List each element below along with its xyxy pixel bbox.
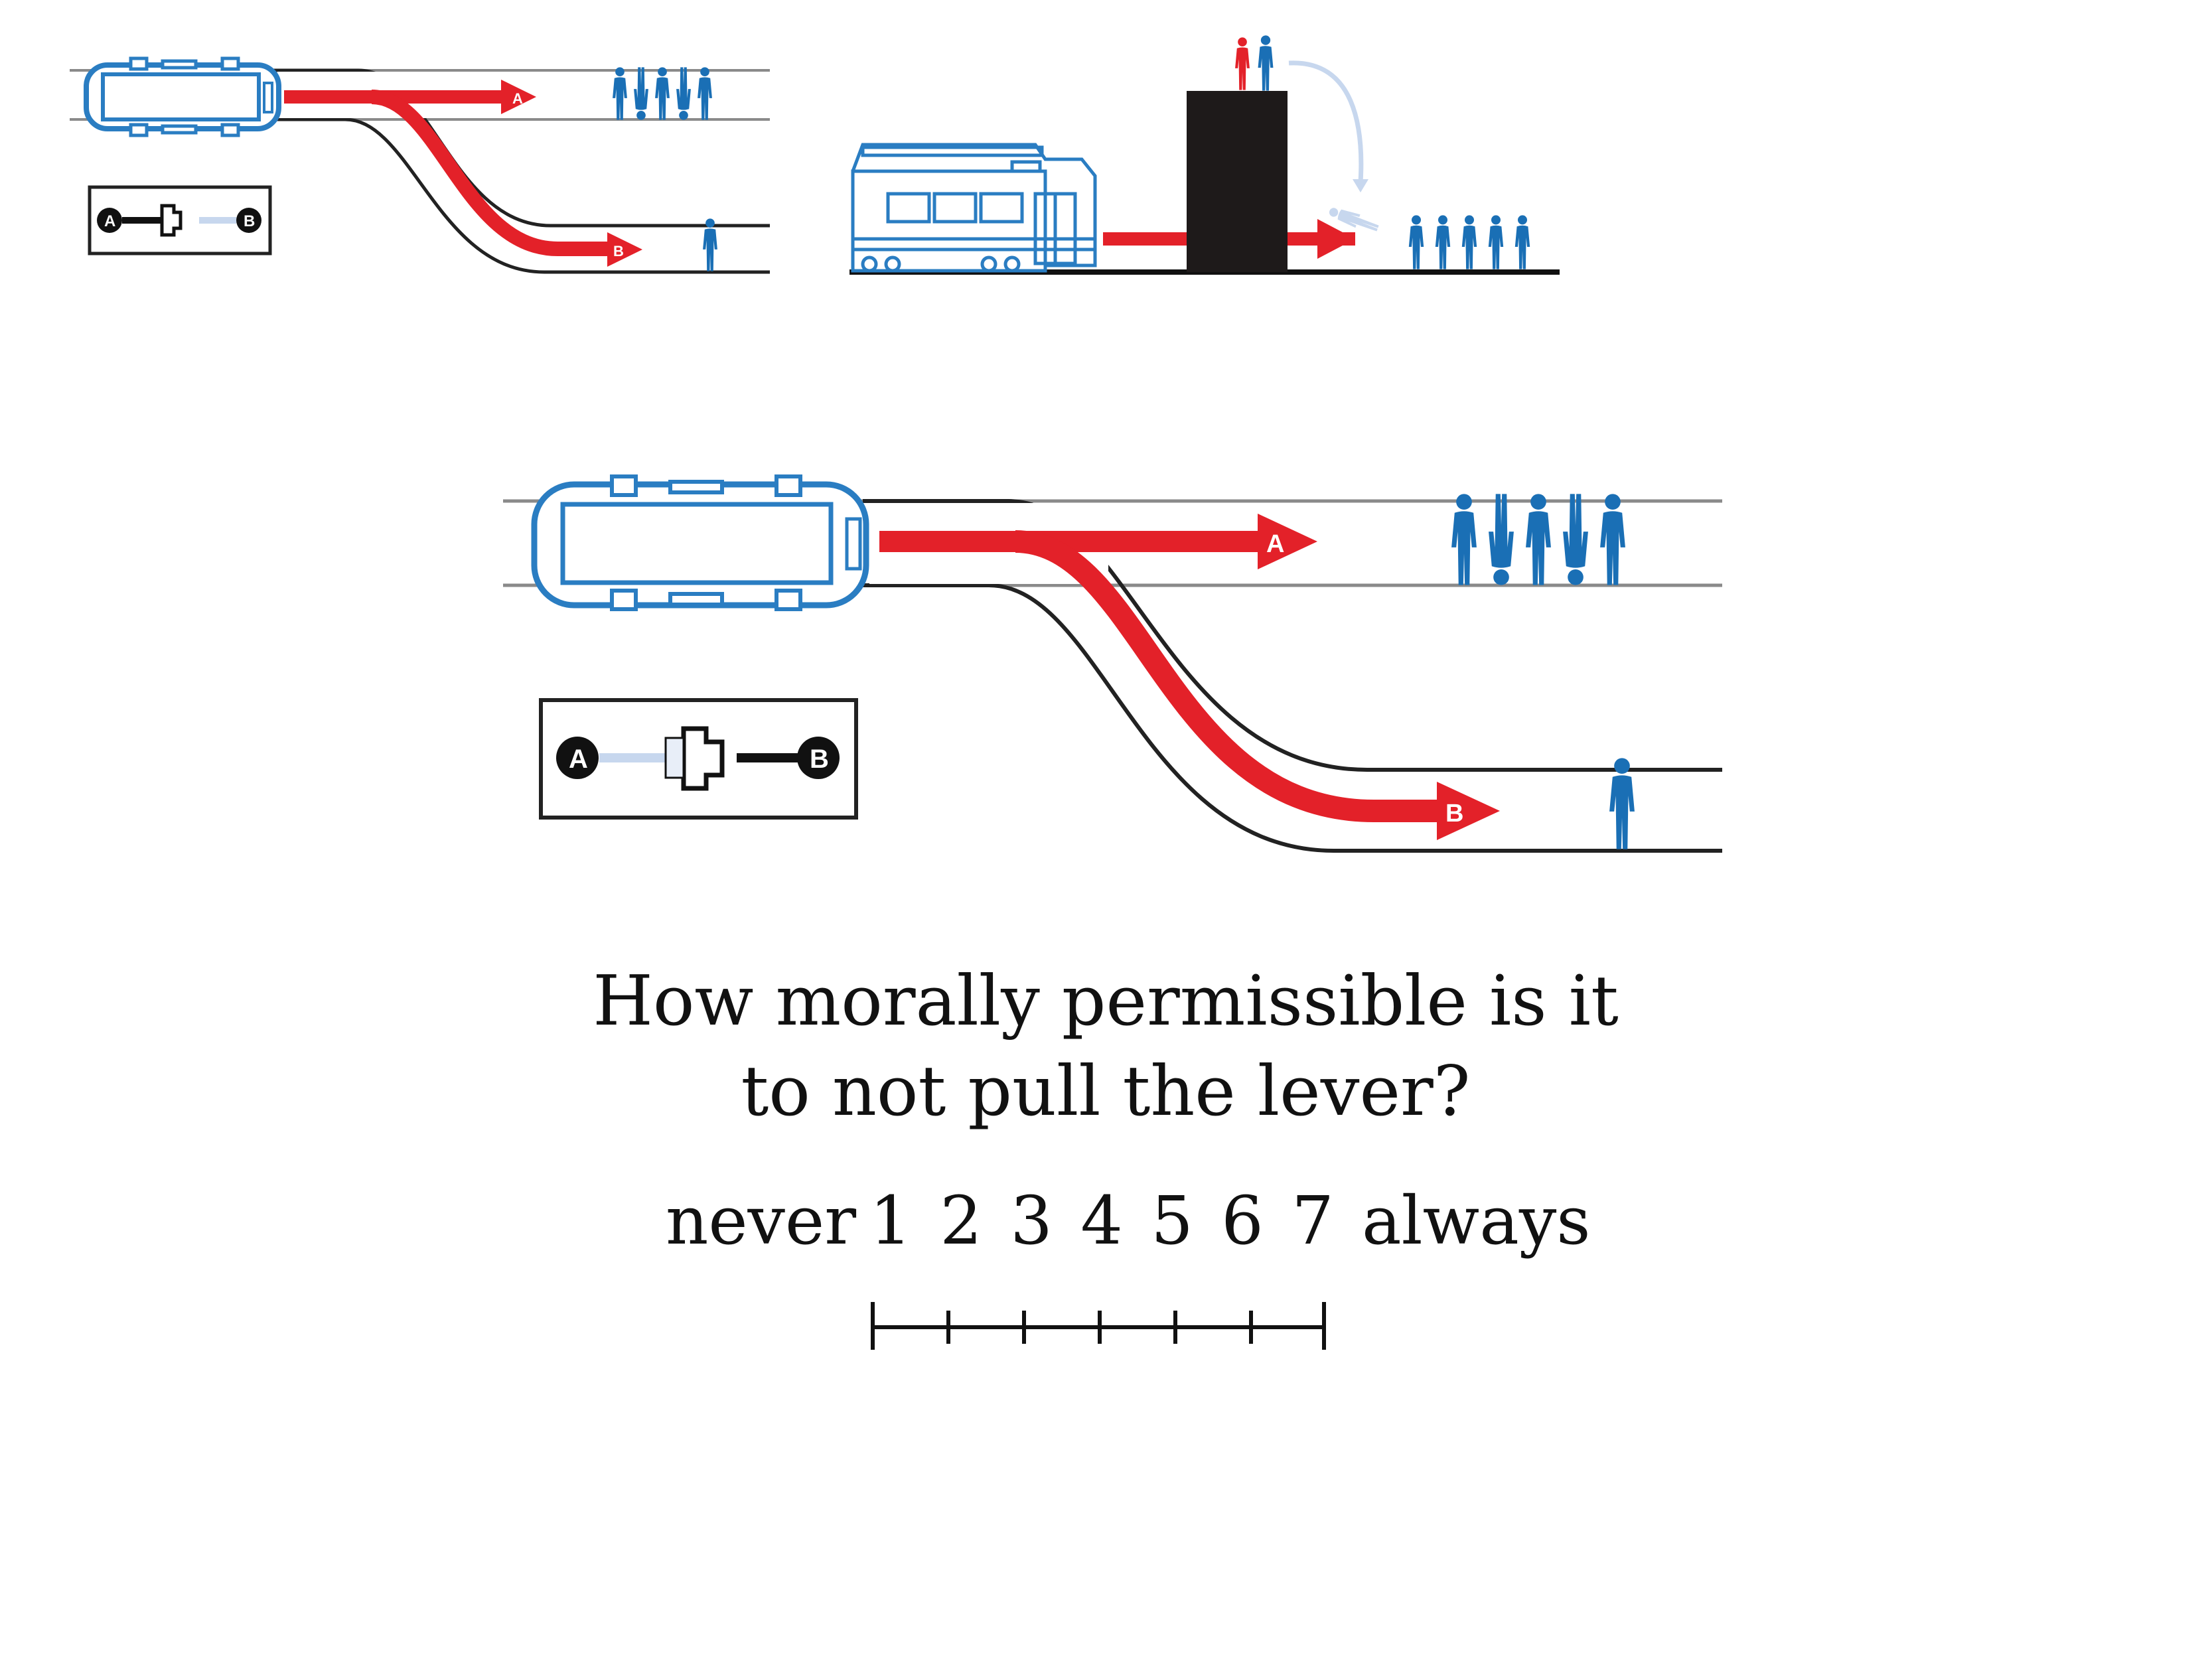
lever-icon[interactable]: A B (539, 698, 858, 820)
track-a-letter: A (1266, 530, 1284, 558)
person-icon (698, 67, 712, 120)
five-people-group (613, 67, 712, 120)
rail-b-bottom (863, 583, 1722, 853)
trolley-icon[interactable] (531, 474, 869, 611)
track-b-letter: B (613, 243, 624, 259)
scale-right-label: always (1362, 1182, 1591, 1260)
arrow-path-b: B (1015, 530, 1500, 840)
arrow-path-b: B (371, 90, 642, 267)
lever-icon[interactable]: A B (88, 185, 272, 255)
scale-point-7[interactable]: 7 (1291, 1182, 1334, 1260)
person-icon (1489, 494, 1514, 585)
question-line-1: How morally permissible is it (593, 960, 1619, 1041)
five-people-group (1451, 494, 1625, 585)
person-icon (1461, 215, 1477, 269)
track-a-letter: A (512, 90, 523, 107)
trolley-icon (84, 56, 281, 137)
scale-point-1[interactable]: 1 (869, 1182, 912, 1260)
scale-point-6[interactable]: 6 (1221, 1182, 1264, 1260)
question-text: How morally permissible is it to not pul… (442, 956, 1769, 1136)
person-icon (655, 67, 670, 120)
person-icon (613, 67, 627, 120)
bystander-icon (1235, 37, 1250, 90)
person-icon (1435, 215, 1451, 269)
rating-scale-bar (871, 1302, 1326, 1350)
scale-point-2[interactable]: 2 (940, 1182, 982, 1260)
lever-a-letter: A (104, 212, 115, 230)
track-b-letter: B (1445, 800, 1463, 828)
person-icon (1408, 215, 1424, 269)
five-people-group (1408, 215, 1530, 269)
person-icon (1488, 215, 1504, 269)
question-line-2: to not pull the lever? (741, 1050, 1471, 1131)
person-icon (634, 67, 648, 120)
person-icon (1600, 494, 1625, 585)
lever-b-letter: B (244, 212, 255, 230)
scale-point-4[interactable]: 4 (1080, 1182, 1123, 1260)
person-icon (1514, 215, 1530, 269)
person-icon (1526, 494, 1551, 585)
main-switch-panel: A B A B (503, 474, 1722, 853)
scale-point-5[interactable]: 5 (1151, 1182, 1193, 1260)
push-arrow (1288, 60, 1364, 183)
footbridge-icon (1187, 91, 1288, 272)
footbridge-panel (849, 35, 1560, 275)
small-switch-panel: A B A B (70, 56, 770, 274)
lever-a-letter: A (569, 745, 588, 774)
scale-left-label: never (665, 1182, 856, 1260)
person-icon (1451, 494, 1477, 585)
large-man-icon (1258, 35, 1274, 91)
person-icon (1563, 494, 1588, 585)
rail-b-bottom (272, 117, 770, 274)
person-icon (676, 67, 691, 120)
lever-b-letter: B (810, 745, 829, 774)
scale-point-3[interactable]: 3 (1010, 1182, 1053, 1260)
streetcar-icon (851, 143, 1097, 273)
